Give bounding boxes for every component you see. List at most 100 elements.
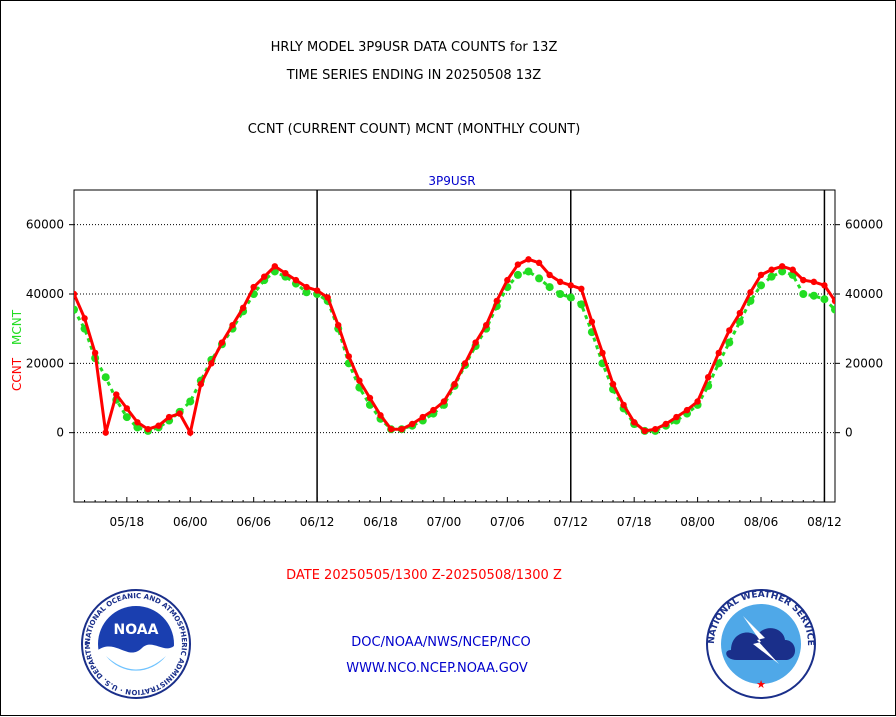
nws-lightning-icon [743,616,779,664]
xtick-label: 06/06 [236,515,271,529]
data-point-ccnt [324,294,331,301]
data-point-ccnt [387,426,395,433]
data-point-ccnt [461,360,469,367]
data-point-mcnt [302,288,311,297]
data-point-ccnt [778,263,786,270]
data-point-mcnt [831,305,835,314]
data-point-ccnt [789,266,796,273]
data-point-ccnt [578,285,585,292]
org-link[interactable]: DOC/NOAA/NWS/NCEP/NCO [351,635,530,650]
grid-lines [74,224,835,434]
data-point-mcnt [809,291,818,300]
day-boundary-lines [316,190,826,502]
y-axis-right: 0 20000 40000 60000 [835,218,883,440]
data-point-ccnt [74,290,78,298]
data-point-ccnt [546,271,553,279]
data-point-ccnt [726,327,733,334]
xtick-label: 06/00 [173,515,208,529]
data-point-ccnt [398,426,405,433]
xtick-label: 07/00 [427,515,462,529]
data-point-mcnt [714,359,723,368]
data-point-ccnt [440,398,448,405]
data-point-ccnt [377,412,384,419]
chart-title-line1: HRLY MODEL 3P9USR DATA COUNTS for 13Z [271,40,558,55]
data-point-ccnt [662,420,670,428]
xtick-label: 08/12 [807,515,842,529]
data-point-ccnt [165,413,173,421]
chart-subtitle: CCNT (CURRENT COUNT) MCNT (MONTHLY COUNT… [248,122,581,137]
xtick-label: 07/18 [617,515,652,529]
data-point-ccnt [134,419,141,426]
xtick-label: 06/12 [300,515,335,529]
data-point-mcnt [513,270,522,279]
data-point-ccnt [197,380,205,388]
series-group [74,256,835,437]
ytick-label: 60000 [845,218,883,232]
data-point-ccnt [271,263,279,270]
ytick-label: 0 [56,426,64,440]
series-mcnt [74,267,835,435]
data-point-ccnt [747,289,754,296]
data-point-ccnt [599,349,606,357]
data-point-ccnt [715,349,722,357]
data-point-mcnt [74,305,78,314]
data-point-mcnt [524,267,533,276]
noaa-bird-wave [98,644,174,690]
data-point-ccnt [430,406,437,414]
data-point-ccnt [641,427,648,435]
data-point-ccnt [155,422,162,429]
data-point-ccnt [821,282,828,289]
data-point-mcnt [122,413,131,422]
noaa-wordmark: NOAA [114,622,159,638]
website-link[interactable]: WWW.NCO.NCEP.NOAA.GOV [346,661,528,676]
data-point-ccnt [800,276,807,284]
data-point-ccnt [768,266,775,273]
noaa-water [106,656,166,671]
data-point-ccnt [313,287,321,294]
data-point-ccnt [144,426,152,433]
data-point-ccnt [451,380,458,388]
data-point-ccnt [261,273,268,280]
data-point-ccnt [704,374,712,381]
data-point-ccnt [218,339,226,346]
xtick-label: 07/06 [490,515,525,529]
data-point-ccnt [208,360,215,367]
data-point-ccnt [694,398,701,405]
xtick-label: 08/06 [744,515,779,529]
data-point-ccnt [366,394,374,402]
data-point-mcnt [577,300,586,309]
data-point-ccnt [609,380,617,388]
data-point-ccnt [757,271,765,279]
data-point-ccnt [504,276,511,284]
nws-logo: NATIONAL WEATHER SERVICE ★ [706,589,816,699]
data-point-ccnt [588,318,596,325]
data-point-ccnt [556,278,564,286]
ylabel-ccnt: CCNT [10,357,24,391]
data-point-mcnt [186,397,195,406]
data-point-mcnt [545,283,554,292]
data-point-ccnt [652,426,659,433]
series-line-ccnt [74,257,835,437]
data-point-ccnt [113,391,120,398]
data-point-ccnt [187,429,194,436]
series-label: 3P9USR [428,174,475,188]
data-point-ccnt [335,322,342,329]
data-point-ccnt [81,315,88,322]
data-point-ccnt [472,339,479,346]
data-point-mcnt [566,293,575,302]
data-point-ccnt [483,322,490,329]
data-point-ccnt [250,283,257,291]
ytick-label: 40000 [26,287,64,301]
ytick-label: 20000 [845,356,883,370]
data-point-mcnt [101,373,110,382]
data-point-ccnt [303,283,310,291]
data-point-ccnt [683,406,691,414]
data-point-mcnt [799,290,808,298]
data-point-ccnt [239,304,247,312]
data-point-ccnt [630,419,638,426]
data-point-mcnt [767,272,776,281]
data-point-ccnt [356,377,363,384]
